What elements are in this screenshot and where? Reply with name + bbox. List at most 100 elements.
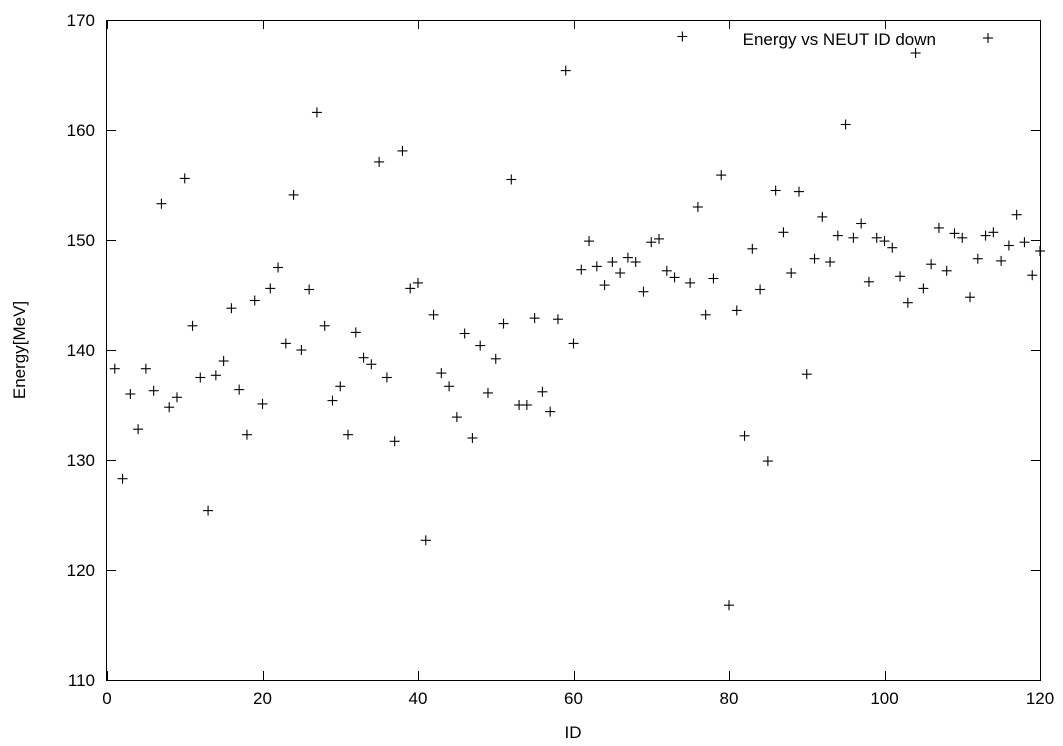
data-point [584,236,595,247]
data-point [545,406,556,417]
data-point [482,387,493,398]
data-point [133,424,144,435]
data-point [661,265,672,276]
data-point [226,303,237,314]
data-point [677,31,688,42]
data-point [366,359,377,370]
data-point [506,174,517,185]
data-point [241,429,252,440]
data-point [343,429,354,440]
data-point [203,505,214,516]
data-point [335,381,346,392]
data-point [389,436,400,447]
x-tick-label: 80 [720,689,739,708]
data-point [615,268,626,278]
data-point [140,363,151,374]
axis-ticks [107,20,1041,681]
data-point [117,473,128,484]
data-point [840,119,851,130]
data-point [669,272,680,283]
legend-marker [983,33,993,43]
data-point [444,381,455,392]
data-point [552,314,563,325]
data-point [708,273,719,284]
data-point [311,107,322,118]
plot-area-frame [106,20,1041,681]
data-point [428,309,439,320]
data-point [475,340,486,351]
y-tick-label: 170 [67,11,95,30]
data-point [148,385,159,396]
data-point [1027,270,1038,281]
data-point [996,255,1007,266]
data-points [109,31,1045,611]
y-tick-label: 120 [67,561,95,580]
data-point [957,232,968,243]
data-point [537,386,548,397]
data-point [949,228,960,239]
data-point [164,402,175,413]
data-point [692,202,703,212]
x-axis-title: ID [565,723,582,742]
data-point [591,261,602,272]
data-point [451,412,462,423]
x-tick-label: 60 [564,689,583,708]
data-point [265,283,276,294]
data-point [413,277,423,288]
data-point [560,65,571,76]
data-point [778,227,789,238]
data-point [529,313,540,324]
data-point [786,268,797,278]
data-point [210,370,221,381]
data-point [654,233,665,244]
data-point [490,353,501,364]
data-point [459,328,470,339]
data-point [809,253,820,264]
data-point [646,237,657,248]
data-point [902,297,913,308]
data-point [171,392,182,403]
x-tick-label: 40 [409,689,428,708]
data-point [257,398,268,409]
data-point [685,277,696,288]
data-point [724,600,734,611]
x-tick-label: 100 [870,689,898,708]
data-point [832,230,843,241]
data-point [941,265,952,276]
data-point [848,232,859,243]
data-point [817,211,828,222]
data-point [622,252,633,263]
data-point [910,48,921,58]
legend: Energy vs NEUT ID down [743,30,993,49]
data-point [498,318,509,329]
data-point [988,227,999,238]
data-point [965,292,976,303]
data-point [467,433,478,443]
data-point [887,242,898,253]
data-point [863,276,874,287]
data-point [739,430,750,441]
data-point [288,189,299,200]
data-point [762,456,773,467]
data-point [195,372,206,383]
data-point [420,535,431,546]
y-tick-label: 140 [67,341,95,360]
axis-tick-labels: 0 20 40 60 80 100 120 110 120 130 140 150 160 170 [67,11,1055,708]
data-point [1035,246,1045,256]
data-point [374,156,385,167]
data-point [871,232,882,243]
data-point [856,218,867,229]
data-point [319,320,330,331]
data-point [972,253,983,264]
legend-marker-symbol [983,33,993,43]
y-tick-label: 130 [67,451,95,470]
data-point [568,338,579,349]
data-point [521,400,532,410]
data-point [273,262,284,273]
data-point [825,257,836,267]
data-point [1003,240,1014,251]
data-point [700,309,711,320]
y-axis-title: Energy[MeV] [10,301,29,399]
